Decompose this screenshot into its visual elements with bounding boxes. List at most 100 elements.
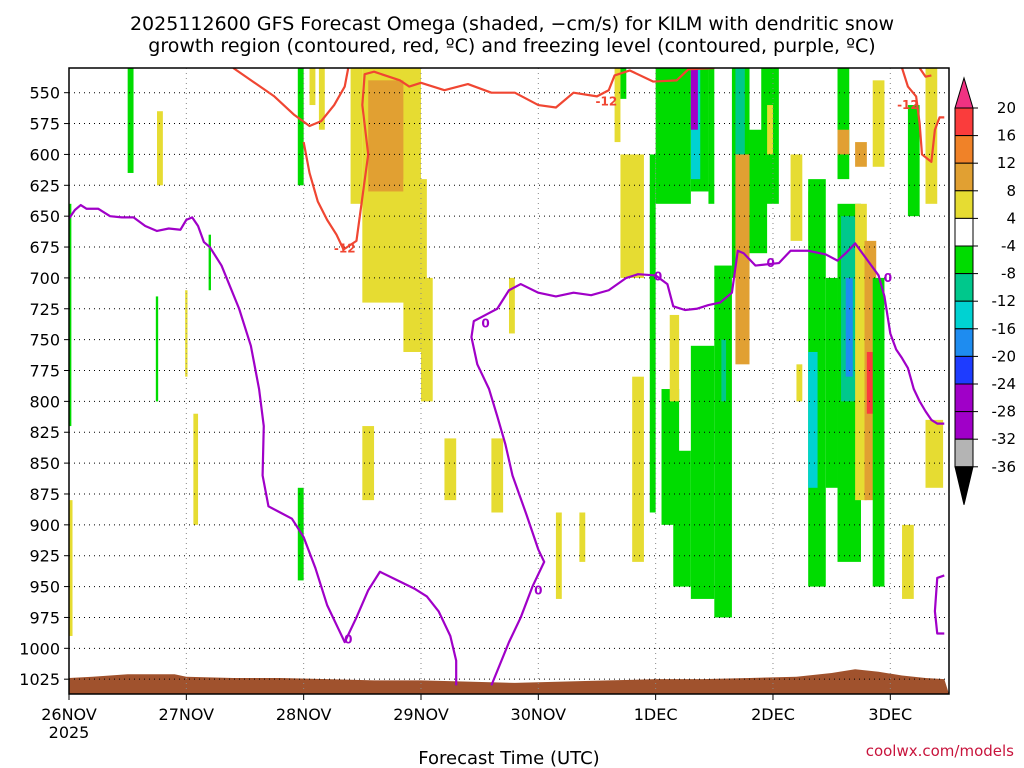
dendritic-contour-line <box>900 68 945 163</box>
omega-cell <box>690 68 698 130</box>
omega-cell <box>297 68 304 186</box>
colorbar-swatch <box>954 438 974 468</box>
omega-cell <box>837 129 850 155</box>
omega-cell <box>796 364 803 402</box>
omega-cell <box>925 419 944 488</box>
freezing-level-contour: 0 0 0 0 0 0 <box>69 203 945 686</box>
omega-cell <box>491 438 504 513</box>
freezing-contour-label: 0 <box>654 270 662 284</box>
x-tick-year: 2025 <box>49 723 90 742</box>
dendritic-contour-line <box>918 68 932 78</box>
omega-cell <box>866 351 874 414</box>
omega-cell <box>309 68 316 106</box>
dendritic-contour-line <box>302 68 715 251</box>
dendritic-contour-label: -12 <box>897 98 919 112</box>
y-tick-label: 650 <box>29 207 60 226</box>
omega-cell <box>579 512 586 562</box>
y-tick-label: 600 <box>29 145 60 164</box>
freezing-contour-line <box>933 574 945 635</box>
colorbar-label: -36 <box>992 458 1017 476</box>
colorbar-label: -32 <box>992 430 1017 448</box>
x-tick-label: 30NOV <box>511 705 567 724</box>
y-tick-label: 925 <box>29 547 60 566</box>
y-tick-label: 625 <box>29 176 60 195</box>
omega-cell <box>208 234 211 291</box>
colorbar-over-arrow <box>954 76 974 109</box>
colorbar-label: -12 <box>992 292 1017 310</box>
credit-link[interactable]: coolwx.com/models <box>866 742 1014 760</box>
colorbar-label: 4 <box>1006 209 1016 227</box>
omega-cell <box>620 154 644 278</box>
plot-frame <box>68 67 950 695</box>
colorbar-swatch <box>954 217 974 247</box>
omega-cell <box>69 203 72 427</box>
colorbar-swatch <box>954 107 974 137</box>
chart-title-line-2: growth region (contoured, red, ºC) and f… <box>148 35 875 57</box>
dendritic-growth-contour: -12 -12 -12 <box>232 68 945 255</box>
freezing-contour-line <box>69 203 458 686</box>
colorbar-swatch <box>954 355 974 385</box>
omega-cell <box>790 154 803 241</box>
omega-cell <box>69 500 73 636</box>
omega-cell <box>735 68 745 204</box>
omega-cell <box>855 142 867 167</box>
y-tick-label: 700 <box>29 269 60 288</box>
omega-cell <box>855 203 867 501</box>
colorbar-label: 12 <box>997 154 1016 172</box>
x-axis-label: Forecast Time (UTC) <box>418 748 599 768</box>
colorbar-label: 20 <box>997 99 1016 117</box>
omega-cell <box>669 314 680 402</box>
omega-cell <box>620 68 627 99</box>
omega-cell <box>614 68 621 143</box>
colorbar-swatch <box>954 245 974 275</box>
colorbar-label: 16 <box>997 127 1016 145</box>
y-tick-label: 775 <box>29 362 60 381</box>
y-tick-label: 550 <box>29 84 60 103</box>
omega-cell <box>872 277 885 587</box>
colorbar-swatch <box>954 411 974 440</box>
colorbar-label: -4 <box>1001 237 1016 255</box>
terrain-area <box>69 669 949 694</box>
freezing-contour-line <box>470 242 945 686</box>
colorbar-swatch <box>954 135 974 164</box>
dendritic-contour-line <box>232 68 350 128</box>
chart-title-line-1: 2025112600 GFS Forecast Omega (shaded, −… <box>130 13 894 35</box>
y-tick-label: 725 <box>29 300 60 319</box>
omega-cell <box>837 68 850 180</box>
colorbar-swatch <box>954 300 974 330</box>
omega-cell <box>156 111 163 186</box>
freezing-contour-label: 0 <box>534 583 542 597</box>
freezing-contour-label: 0 <box>884 271 892 285</box>
y-tick-label: 1025 <box>19 670 60 689</box>
y-tick-label: 975 <box>29 608 60 627</box>
omega-shading <box>69 68 944 636</box>
omega-cell <box>127 68 134 173</box>
y-tick-label: 800 <box>29 392 60 411</box>
dendritic-contour-label: -12 <box>334 241 356 255</box>
x-tick-label: 26NOV <box>41 705 97 724</box>
omega-cell <box>925 68 938 204</box>
y-tick-label: 825 <box>29 423 60 442</box>
omega-cell <box>690 345 715 599</box>
x-tick-label: 27NOV <box>159 705 215 724</box>
omega-cell <box>555 512 562 599</box>
plot-area: -12 -12 -12 0 0 0 0 0 0 <box>68 67 950 695</box>
omega-cell <box>632 376 644 562</box>
y-tick-label: 900 <box>29 516 60 535</box>
freezing-contour-label: 0 <box>481 317 489 331</box>
omega-cell <box>350 68 363 204</box>
x-tick-label: 2DEC <box>751 705 795 724</box>
y-tick-label: 1000 <box>19 639 60 658</box>
terrain-fill <box>69 669 949 694</box>
x-tick-label: 29NOV <box>393 705 449 724</box>
y-tick-label: 750 <box>29 331 60 350</box>
omega-cell <box>420 277 433 402</box>
omega-cell <box>825 277 838 488</box>
x-tick-label: 1DEC <box>634 705 678 724</box>
omega-cell <box>444 438 457 501</box>
y-tick-label: 950 <box>29 578 60 597</box>
colorbar-label: -8 <box>1001 265 1016 283</box>
x-tick-label: 28NOV <box>276 705 332 724</box>
